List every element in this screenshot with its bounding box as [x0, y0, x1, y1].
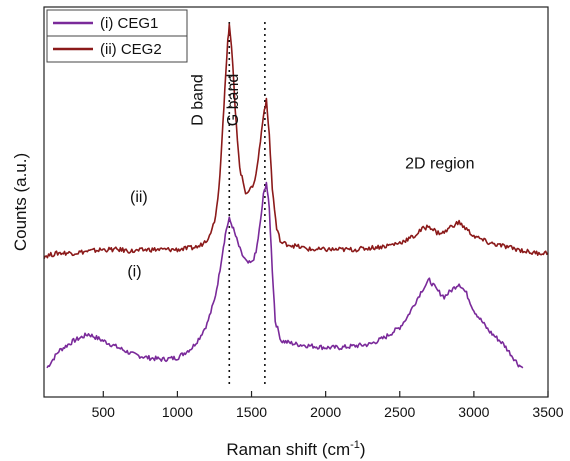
series-labels: (i) (ii) [127, 189, 147, 280]
x-tick-label-2500: 2500 [384, 404, 415, 420]
plot-layer [43, 22, 549, 386]
x-ticks: 500 1000 1500 2000 2500 3000 3500 [92, 391, 564, 420]
x-axis-title: Raman shift (cm-1) [226, 439, 365, 459]
x-tick-label-1500: 1500 [236, 404, 267, 420]
legend-label-ceg1: (i) CEG1 [100, 15, 158, 32]
marker-label-1: G band [225, 74, 242, 126]
legend: (i) CEG1 (ii) CEG2 [46, 9, 188, 63]
marker-label-0: D band [189, 74, 206, 126]
series-label-0: (i) [127, 264, 141, 281]
x-tick-label-1000: 1000 [162, 404, 193, 420]
plot-frame [43, 6, 549, 398]
series-layer [43, 23, 549, 369]
series-line-0 [46, 181, 524, 369]
y-axis-title: Counts (a.u.) [11, 153, 30, 251]
legend-label-ceg2: (ii) CEG2 [100, 41, 162, 58]
series-label-1: (ii) [130, 189, 148, 206]
x-tick-label-500: 500 [92, 404, 116, 420]
annotation-0: 2D region [405, 155, 474, 172]
x-tick-label-3000: 3000 [458, 404, 489, 420]
x-tick-label-3500: 3500 [532, 404, 563, 420]
x-tick-label-2000: 2000 [310, 404, 341, 420]
legend-box-2 [46, 35, 188, 63]
band-markers [228, 22, 266, 386]
series-line-1 [43, 23, 549, 259]
annotations: D band G band 2D region [189, 74, 474, 173]
